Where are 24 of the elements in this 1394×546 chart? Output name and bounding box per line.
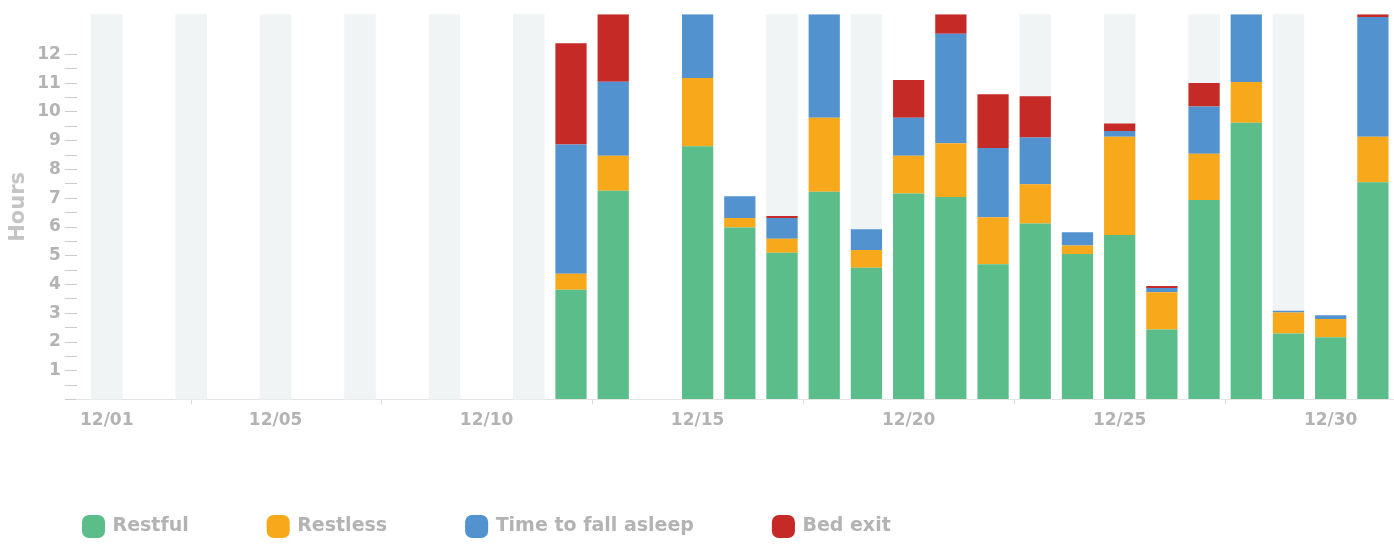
x-tick-label: 12/15 — [670, 409, 725, 430]
legend-label: Time to fall asleep — [495, 513, 694, 536]
y-tick-label: 1 — [49, 359, 61, 380]
x-tick-label: 12/10 — [459, 409, 514, 430]
y-tick-label: 11 — [37, 71, 61, 92]
legend-label: Restless — [297, 513, 388, 536]
y-tick-label: 7 — [49, 186, 61, 207]
legend-label: Restful — [112, 513, 189, 536]
y-tick-label: 10 — [37, 100, 62, 121]
y-tick-label: 9 — [49, 129, 61, 150]
y-tick-label: 6 — [49, 215, 61, 236]
x-tick-label: 12/25 — [1092, 409, 1147, 430]
y-tick-label: 2 — [49, 330, 61, 351]
y-axis-title: Hours — [5, 171, 30, 242]
x-tick-label: 12/01 — [79, 409, 134, 430]
x-tick-label: 12/05 — [248, 409, 303, 430]
y-tick-label: 5 — [49, 244, 61, 265]
x-tick-label: 12/30 — [1303, 409, 1358, 430]
y-tick-label: 12 — [37, 42, 61, 63]
legend-label: Bed exit — [802, 513, 891, 536]
y-tick-label: 3 — [49, 301, 61, 322]
x-tick-label: 12/20 — [881, 409, 936, 430]
y-tick-label: 4 — [49, 272, 62, 293]
y-tick-label: 8 — [49, 157, 61, 178]
